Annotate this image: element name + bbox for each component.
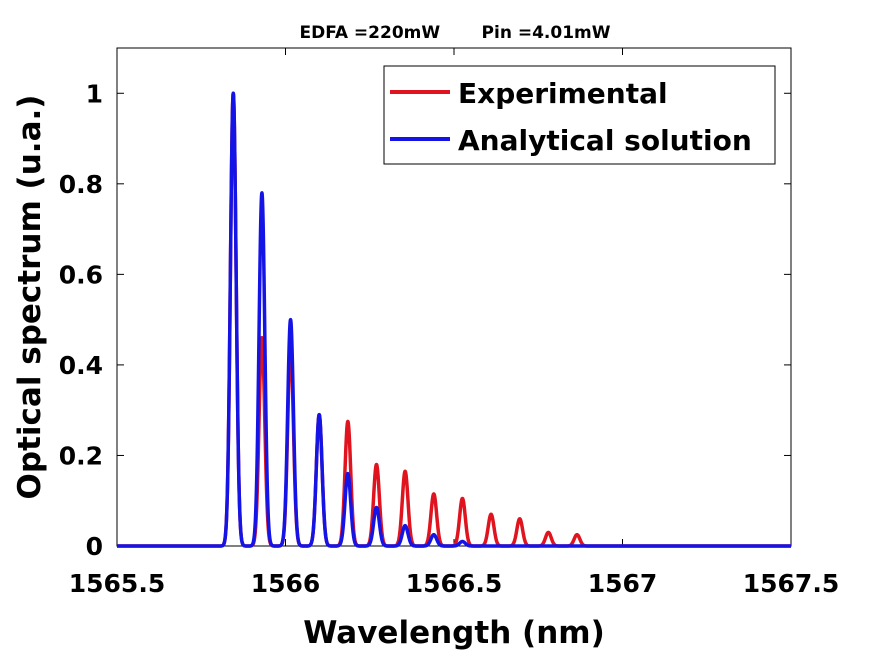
x-axis-label: Wavelength (nm) <box>303 615 605 651</box>
y-axis-label: Optical spectrum (u.a.) <box>12 95 48 500</box>
chart-title: EDFA =220mW Pin =4.01mW <box>299 23 610 43</box>
x-tick-label: 1567 <box>588 569 658 598</box>
y-tick-label: 0 <box>86 532 103 561</box>
legend-label-experimental: Experimental <box>458 77 668 110</box>
x-tick-label: 1566 <box>251 569 321 598</box>
axis-ticks: 1565.5 1566 1566.5 1567 1567.5 0 0.2 0.4 0.6 0.8 1 <box>59 48 839 598</box>
series-group <box>115 91 793 548</box>
legend-label-analytical: Analytical solution <box>458 124 752 157</box>
y-tick-label: 0.4 <box>59 351 103 380</box>
x-tick-label: 1567.5 <box>743 569 839 598</box>
y-tick-label: 0.6 <box>59 260 103 289</box>
y-tick-label: 0.2 <box>59 441 103 470</box>
legend: Experimental Analytical solution <box>383 65 776 165</box>
y-tick-label: 0.8 <box>59 170 103 199</box>
y-tick-label: 1 <box>86 79 103 108</box>
legend-box <box>383 65 776 165</box>
x-tick-label: 1566.5 <box>406 569 502 598</box>
series-line-analytical <box>115 91 793 548</box>
x-tick-label: 1565.5 <box>69 569 165 598</box>
